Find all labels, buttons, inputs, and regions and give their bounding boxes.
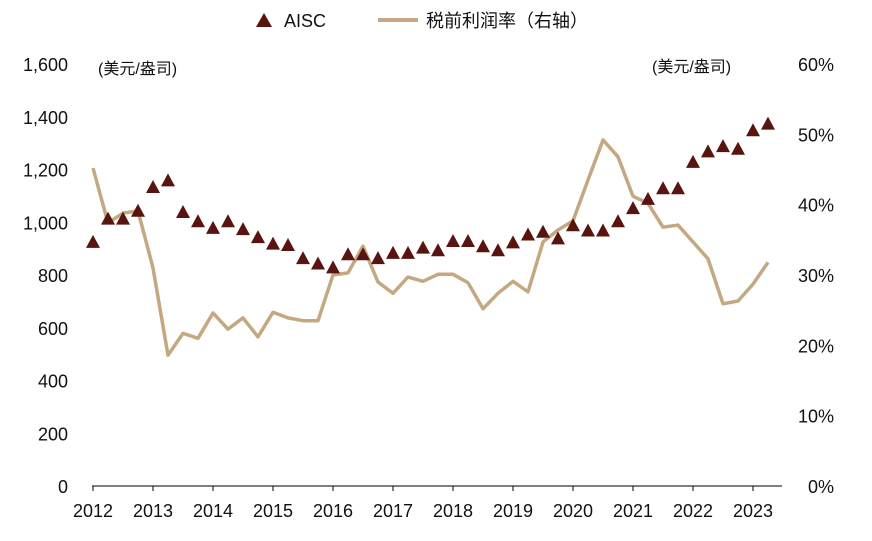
- aisc-point: [191, 214, 205, 228]
- aisc-point: [386, 245, 400, 259]
- x-tick-label: 2015: [253, 501, 293, 521]
- left-tick-label: 600: [38, 319, 68, 339]
- aisc-point: [161, 173, 175, 187]
- aisc-point: [311, 256, 325, 270]
- aisc-point: [221, 214, 235, 228]
- aisc-point: [506, 235, 520, 249]
- aisc-point: [326, 260, 340, 274]
- aisc-point: [431, 243, 445, 257]
- aisc-point: [671, 181, 685, 195]
- aisc-point: [206, 220, 220, 234]
- x-tick-label: 2016: [313, 501, 353, 521]
- legend-aisc-label: AISC: [284, 11, 326, 31]
- x-tick-label: 2023: [733, 501, 773, 521]
- right-tick-label: 0%: [808, 477, 834, 497]
- aisc-point: [686, 154, 700, 168]
- legend-margin-label: 税前利润率（右轴）: [426, 11, 588, 31]
- aisc-point: [131, 203, 145, 217]
- aisc-point: [566, 218, 580, 232]
- aisc-point: [611, 214, 625, 228]
- aisc-point: [416, 240, 430, 254]
- x-tick-label: 2017: [373, 501, 413, 521]
- left-unit-label: (美元/盎司): [98, 60, 177, 78]
- aisc-point: [341, 247, 355, 261]
- aisc-point: [701, 144, 715, 158]
- left-tick-label: 200: [38, 424, 68, 444]
- margin-line: [91, 138, 770, 357]
- right-tick-label: 20%: [798, 336, 834, 356]
- aisc-point: [251, 230, 265, 244]
- aisc-point: [626, 201, 640, 215]
- aisc-point: [521, 227, 535, 241]
- left-tick-label: 1,400: [23, 108, 68, 128]
- right-tick-label: 10%: [798, 407, 834, 427]
- x-tick-label: 2019: [493, 501, 533, 521]
- aisc-point: [116, 211, 130, 225]
- left-tick-label: 1,000: [23, 213, 68, 233]
- x-tick-label: 2022: [673, 501, 713, 521]
- left-tick-label: 400: [38, 372, 68, 392]
- legend: AISC 税前利润率（右轴）: [256, 11, 588, 31]
- left-tick-label: 0: [58, 477, 68, 497]
- left-tick-label: 1,200: [23, 161, 68, 181]
- x-tick-label: 2012: [73, 501, 113, 521]
- aisc-point: [446, 234, 460, 248]
- aisc-point: [656, 181, 670, 195]
- right-tick-label: 60%: [798, 55, 834, 75]
- aisc-point: [176, 205, 190, 219]
- aisc-point: [491, 243, 505, 257]
- aisc-point: [581, 223, 595, 237]
- aisc-point: [236, 222, 250, 236]
- legend-aisc-marker: [256, 13, 272, 27]
- right-unit-label: (美元/盎司): [652, 58, 731, 76]
- right-tick-label: 30%: [798, 266, 834, 286]
- aisc-point: [281, 237, 295, 251]
- x-tick-label: 2021: [613, 501, 653, 521]
- right-tick-label: 50%: [798, 125, 834, 145]
- right-tick-label: 40%: [798, 196, 834, 216]
- aisc-point: [296, 251, 310, 265]
- left-tick-label: 1,600: [23, 55, 68, 75]
- aisc-point: [146, 179, 160, 193]
- left-tick-label: 800: [38, 266, 68, 286]
- aisc-point: [476, 239, 490, 253]
- aisc-point: [86, 234, 100, 248]
- aisc-point: [761, 116, 775, 130]
- aisc-point: [266, 236, 280, 250]
- x-tick-label: 2013: [133, 501, 173, 521]
- x-tick-label: 2018: [433, 501, 473, 521]
- aisc-point: [101, 211, 115, 225]
- x-tick-label: 2020: [553, 501, 593, 521]
- aisc-point: [731, 141, 745, 155]
- aisc-point: [461, 234, 475, 248]
- aisc-point: [356, 247, 370, 261]
- aisc-point: [371, 251, 385, 265]
- aisc-point: [401, 245, 415, 259]
- aisc-point: [716, 139, 730, 153]
- aisc-point: [746, 123, 760, 137]
- aisc-point: [551, 231, 565, 245]
- aisc-point: [536, 224, 550, 238]
- aisc-point: [596, 223, 610, 237]
- x-tick-label: 2014: [193, 501, 233, 521]
- aisc-point: [641, 191, 655, 205]
